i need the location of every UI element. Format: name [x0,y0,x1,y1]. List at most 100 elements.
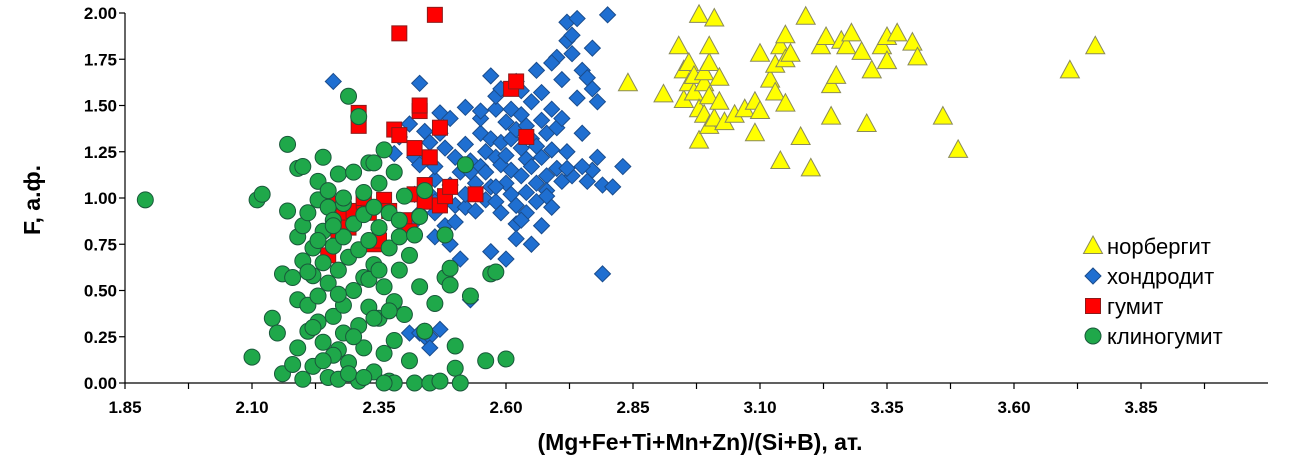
y-axis-title: F, а.ф. [19,165,45,235]
x-tick-label: 2.35 [362,398,395,417]
data-point-diamond [568,9,586,28]
data-point-diamond [553,109,571,128]
data-point-circle [456,156,474,174]
data-point-circle [400,246,418,264]
data-point-circle [345,328,363,346]
series-3 [136,87,515,392]
data-point-diamond [497,250,515,268]
data-point-triangle [764,81,786,101]
data-point-circle [243,348,261,366]
y-tick-label: 0.50 [84,282,117,301]
data-point-circle [309,287,327,305]
y-tick-label: 0.00 [84,374,117,393]
data-point-diamond [507,196,525,215]
data-point-circle [299,204,317,222]
data-point-circle [355,368,373,386]
data-point-square [518,128,535,145]
data-point-circle [284,356,302,373]
data-point-circle [395,187,413,205]
data-point-diamond [583,39,602,57]
data-point-circle [436,226,454,244]
y-tick-label: 0.25 [84,328,117,347]
data-point-circle [446,337,464,355]
data-point-circle [340,365,358,383]
data-point-diamond [532,111,551,130]
data-point-circle [380,239,398,257]
data-point-triangle [841,22,862,42]
legend-marker-square [1085,298,1101,314]
data-point-diamond [573,157,591,176]
x-tick-label: 3.85 [1124,398,1157,417]
data-point-diamond [588,148,607,167]
data-point-triangle [749,42,771,62]
data-point-diamond [543,54,561,72]
data-point-circle [406,226,424,244]
data-point-diamond [603,178,622,196]
data-point-triangle [698,51,720,71]
data-point-triangle [688,129,710,149]
data-point-diamond [593,265,612,283]
data-point-circle [370,174,388,192]
data-point-diamond [568,89,586,107]
data-point-circle [334,228,352,246]
data-point-diamond [573,124,591,142]
data-point-triangle [876,50,898,70]
data-point-circle [334,189,352,207]
data-point-diamond [421,339,439,357]
data-point-diamond [436,139,454,157]
data-point-triangle [815,26,837,46]
data-point-circle [426,294,444,312]
data-point-triangle [709,90,730,110]
data-point-circle [477,352,495,370]
data-point-circle [314,254,332,272]
data-point-triangle [932,105,954,125]
x-tick-label: 2.85 [616,398,649,417]
data-point-diamond [532,83,551,102]
legend: норбергит хондродит гумит клиногумит [1082,234,1223,349]
data-point-circle [279,202,297,220]
data-point-diamond [497,146,515,165]
data-point-circle [279,135,297,153]
data-point-diamond [466,202,485,220]
data-point-circle [304,319,322,336]
data-point-circle [446,359,464,377]
data-point-diamond [553,70,571,89]
data-point-square [431,119,448,136]
data-point-diamond [558,143,576,161]
data-point-triangle [668,35,690,55]
data-point-diamond [456,135,475,154]
data-point-square [411,97,428,114]
data-point-diamond [527,174,546,192]
data-point-circle [299,263,317,281]
data-point-triangle [820,105,842,125]
data-point-circle [329,165,347,183]
y-tick-label: 1.50 [84,97,117,116]
x-tick-label: 3.60 [997,398,1030,417]
data-point-diamond [512,167,530,185]
x-tick-label: 2.10 [235,398,268,417]
data-point-circle [289,339,307,357]
data-point-diamond [517,183,536,202]
data-point-circle [365,198,383,216]
data-point-triangle [836,35,857,55]
data-point-diamond [324,72,342,91]
data-point-triangle [947,138,969,158]
x-tick-label: 3.10 [743,398,776,417]
data-point-diamond [507,229,525,248]
data-point-diamond [471,102,490,120]
data-point-circle [416,182,434,200]
data-point-circle [451,374,469,392]
data-point-circle [136,191,154,209]
data-point-circle [324,217,342,235]
data-point-circle [309,232,327,250]
data-point-diamond [532,148,551,167]
legend-label: гумит [1107,294,1163,319]
data-point-diamond [563,44,581,63]
data-point-circle [416,322,434,340]
legend-marker-diamond [1084,267,1102,285]
data-point-diamond [456,98,475,117]
data-point-square [508,73,525,90]
legend-marker-circle [1084,327,1102,345]
data-point-circle [253,185,271,203]
data-point-triangle [698,35,720,55]
